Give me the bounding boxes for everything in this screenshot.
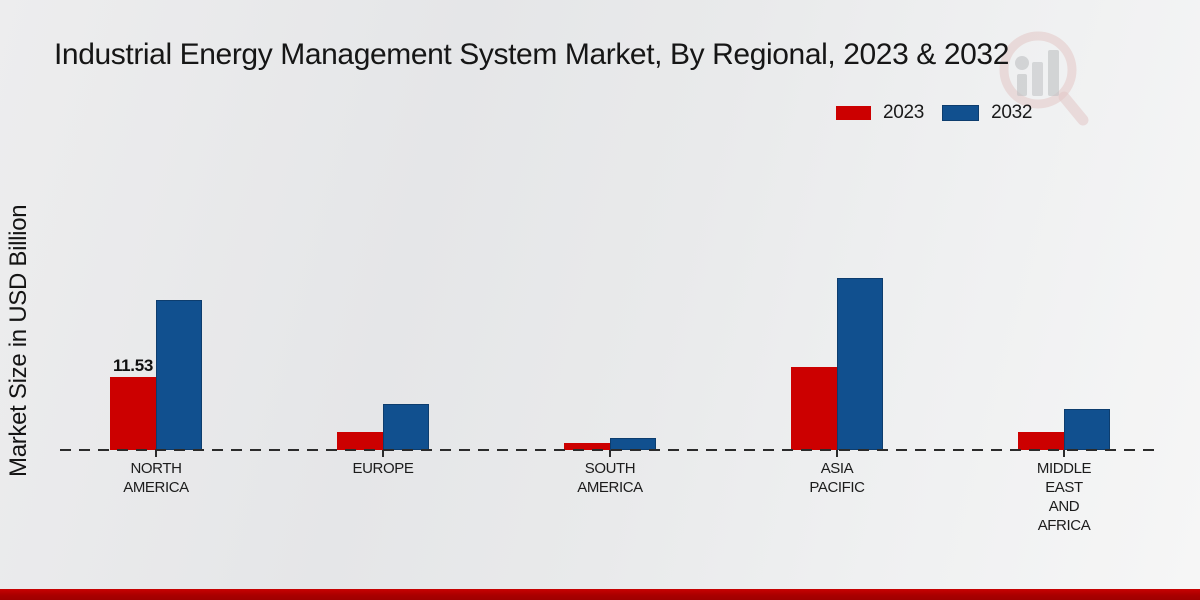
x-axis-tick-middle-east-and-africa	[1063, 450, 1065, 457]
bar-value-label-2023-north-america: 11.53	[112, 356, 154, 375]
bar-2032-asia-pacific	[837, 278, 883, 450]
y-axis-label: Market Size in USD Billion	[5, 204, 32, 477]
footer-accent-bar	[0, 589, 1200, 600]
category-label-europe: EUROPE	[352, 460, 414, 477]
legend-item-2023: 2023	[836, 102, 924, 124]
legend-label-2032: 2032	[991, 102, 1033, 123]
legend-swatch-2032	[942, 105, 980, 121]
category-label-asia-pacific: ASIA PACIFIC	[809, 460, 865, 496]
bar-2023-south-america	[564, 443, 610, 450]
category-label-south-america: SOUTH AMERICA	[577, 460, 643, 496]
bar-2023-europe	[337, 432, 383, 450]
watermark-logo-icon	[995, 26, 1090, 133]
category-label-middle-east-and-africa: MIDDLE EAST AND AFRICA	[1036, 460, 1092, 534]
legend-label-2023: 2023	[883, 102, 925, 123]
bar-2023-north-america	[110, 377, 156, 450]
x-axis-tick-asia-pacific	[836, 450, 838, 457]
x-axis-tick-south-america	[609, 450, 611, 457]
bar-2023-middle-east-and-africa	[1018, 432, 1064, 450]
bar-2032-europe	[383, 404, 429, 450]
legend: 2023 2032	[836, 102, 1032, 124]
x-axis-tick-north-america	[155, 450, 157, 457]
chart-title: Industrial Energy Management System Mark…	[54, 38, 1009, 71]
legend-item-2032: 2032	[942, 102, 1032, 124]
category-label-north-america: NORTH AMERICA	[123, 460, 189, 496]
legend-swatch-2023	[836, 106, 871, 120]
bar-2032-north-america	[156, 300, 202, 450]
x-axis-tick-europe	[382, 450, 384, 457]
bar-2032-middle-east-and-africa	[1064, 409, 1110, 450]
bar-2023-asia-pacific	[791, 367, 837, 450]
x-axis-baseline	[60, 449, 1160, 451]
